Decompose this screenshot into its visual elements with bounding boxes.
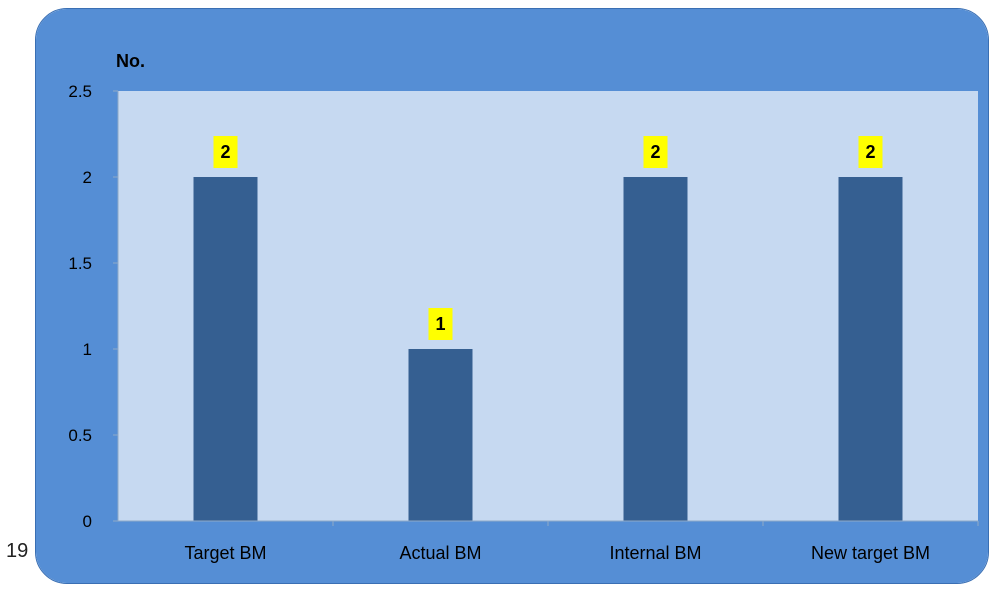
data-label: 2 bbox=[220, 142, 230, 162]
data-label: 2 bbox=[865, 142, 875, 162]
bar bbox=[408, 349, 473, 521]
plot-area bbox=[118, 91, 978, 521]
y-tick-label: 2.5 bbox=[68, 82, 92, 101]
x-axis-ticks: Target BM Actual BM Internal BM New target … bbox=[184, 521, 979, 563]
data-label: 2 bbox=[650, 142, 660, 162]
y-axis-label: No. bbox=[116, 51, 145, 71]
data-label: 1 bbox=[435, 314, 445, 334]
y-tick-label: 2 bbox=[83, 168, 92, 187]
bar bbox=[623, 177, 688, 521]
data-label-background bbox=[643, 136, 668, 168]
x-tick-label: Actual BM bbox=[399, 543, 481, 563]
bar bbox=[838, 177, 903, 521]
bar-chart: No. 0 0.5 1 1.5 2 2.5 2 1 2 2 Target BM Actual BM… bbox=[36, 9, 988, 583]
y-axis-ticks: 0 0.5 1 1.5 2 2.5 bbox=[68, 82, 118, 531]
x-tick-label: New target BM bbox=[811, 543, 930, 563]
data-label-background bbox=[428, 308, 453, 340]
y-tick-label: 1.5 bbox=[68, 254, 92, 273]
bar bbox=[193, 177, 258, 521]
x-tick-label: Internal BM bbox=[609, 543, 701, 563]
y-tick-label: 1 bbox=[83, 340, 92, 359]
page-number: 19 bbox=[6, 540, 29, 562]
y-tick-label: 0 bbox=[83, 512, 92, 531]
data-label-background bbox=[213, 136, 238, 168]
data-label-background bbox=[858, 136, 883, 168]
data-labels: 2 1 2 2 bbox=[213, 136, 883, 340]
chart-area: No. 0 0.5 1 1.5 2 2.5 2 1 2 2 Target BM Actual BM… bbox=[35, 8, 989, 584]
bars bbox=[193, 177, 903, 521]
x-tick-label: Target BM bbox=[184, 543, 266, 563]
y-tick-label: 0.5 bbox=[68, 426, 92, 445]
